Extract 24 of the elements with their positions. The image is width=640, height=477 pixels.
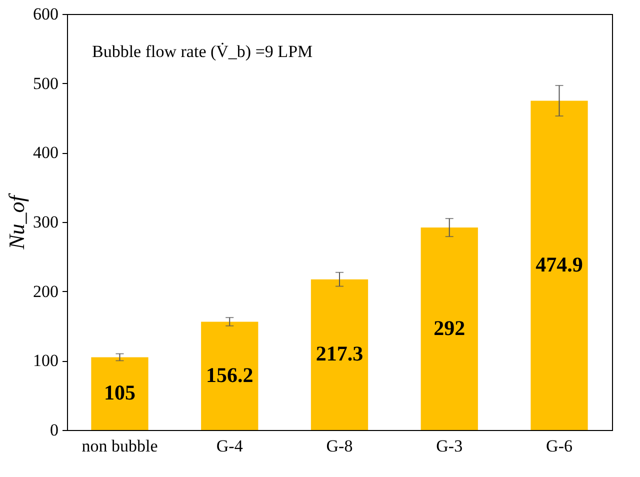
data-label: 474.9 (536, 252, 583, 276)
y-tick-label: 500 (33, 74, 58, 93)
data-label: 292 (434, 316, 466, 340)
data-label: 156.2 (206, 362, 254, 387)
x-tick-label: G-4 (216, 436, 244, 456)
bar (530, 100, 588, 430)
bar (310, 279, 368, 430)
y-tick-label: 300 (33, 212, 58, 232)
y-tick-label: 400 (33, 143, 58, 162)
y-tick-label: 600 (33, 4, 58, 24)
x-tick-label: G-3 (436, 436, 463, 456)
y-axis-title: Nu_of (4, 192, 29, 250)
data-label: 105 (104, 380, 136, 405)
bar (91, 357, 148, 430)
y-tick-label: 100 (33, 351, 58, 370)
x-tick-label: non bubble (82, 436, 158, 456)
data-label: 217.3 (316, 342, 364, 366)
x-tick-label: G-6 (546, 436, 572, 456)
annotation: Bubble flow rate (V̇_b) =9 LPM (92, 42, 313, 61)
bar (420, 228, 478, 430)
bar (201, 322, 258, 430)
x-tick-label: G-8 (326, 436, 353, 456)
y-tick-label: 0 (50, 420, 58, 440)
y-tick-label: 200 (33, 282, 58, 301)
